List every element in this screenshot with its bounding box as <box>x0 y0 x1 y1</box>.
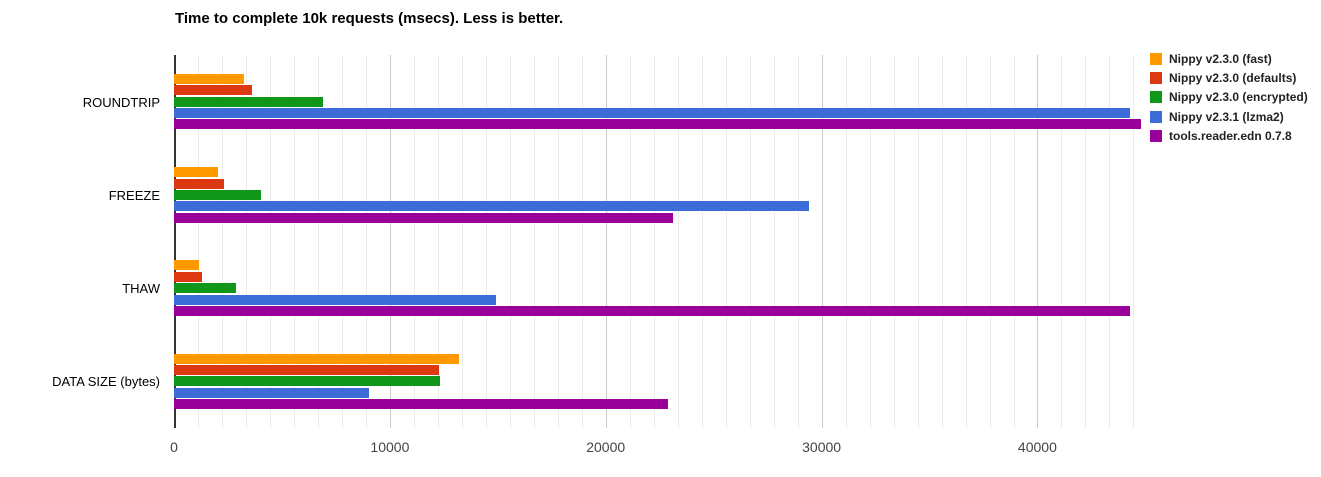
minor-gridline <box>869 55 871 428</box>
x-tick-label: 40000 <box>1017 439 1057 455</box>
minor-gridline <box>485 55 487 428</box>
minor-gridline <box>797 55 799 428</box>
bar <box>174 96 323 107</box>
y-axis-line <box>174 55 176 428</box>
category-label: THAW <box>122 281 160 297</box>
category-label: DATA SIZE (bytes) <box>52 374 160 390</box>
bar <box>174 73 245 84</box>
minor-gridline <box>341 55 343 428</box>
bar <box>174 85 252 96</box>
minor-gridline <box>1061 55 1063 428</box>
minor-gridline <box>677 55 679 428</box>
minor-gridline <box>989 55 991 428</box>
minor-gridline <box>653 55 655 428</box>
category-label: FREEZE <box>108 187 160 203</box>
minor-gridline <box>1109 55 1111 428</box>
legend-swatch <box>1150 129 1162 142</box>
legend-swatch <box>1150 53 1162 65</box>
legend-label: Nippy v2.3.0 (defaults) <box>1169 71 1297 86</box>
major-gridline <box>821 55 823 428</box>
bar <box>174 178 225 189</box>
bar <box>174 387 369 398</box>
minor-gridline <box>293 55 295 428</box>
minor-gridline <box>941 55 943 428</box>
major-gridline <box>1037 55 1039 428</box>
bar <box>174 283 236 294</box>
bar <box>174 399 668 410</box>
bar <box>174 376 441 387</box>
bar <box>174 108 1131 118</box>
legend-label: Nippy v2.3.1 (lzma2) <box>1169 109 1284 124</box>
minor-gridline <box>557 55 559 428</box>
minor-gridline <box>845 55 847 428</box>
legend-label: Nippy v2.3.0 (encrypted) <box>1169 90 1308 105</box>
minor-gridline <box>198 55 199 428</box>
bar <box>174 201 809 212</box>
minor-gridline <box>269 55 271 428</box>
minor-gridline <box>725 55 727 428</box>
bar <box>174 119 1141 130</box>
legend-swatch <box>1150 72 1162 85</box>
minor-gridline <box>773 55 775 428</box>
minor-gridline <box>222 55 223 428</box>
minor-gridline <box>461 55 463 428</box>
x-tick-label: 10000 <box>370 439 410 455</box>
plot-area <box>174 55 1154 428</box>
bar <box>174 212 673 223</box>
bar <box>174 365 439 375</box>
legend-label: Nippy v2.3.0 (fast) <box>1169 52 1272 66</box>
minor-gridline <box>701 55 703 428</box>
major-gridline <box>389 55 391 428</box>
minor-gridline <box>581 55 583 428</box>
x-tick-label: 0 <box>170 439 178 455</box>
minor-gridline <box>413 55 415 428</box>
minor-gridline <box>1085 55 1087 428</box>
legend-swatch <box>1150 110 1162 123</box>
bar <box>174 167 219 178</box>
major-gridline <box>605 55 607 428</box>
minor-gridline <box>509 55 511 428</box>
bar <box>174 305 1131 316</box>
bar <box>174 271 203 282</box>
minor-gridline <box>917 55 919 428</box>
minor-gridline <box>893 55 895 428</box>
minor-gridline <box>437 55 439 428</box>
bar <box>174 353 459 364</box>
x-tick-label: 30000 <box>802 439 842 455</box>
bar <box>174 294 496 305</box>
minor-gridline <box>749 55 751 428</box>
minor-gridline <box>965 55 967 428</box>
legend-swatch <box>1150 91 1162 104</box>
minor-gridline <box>1133 55 1135 428</box>
minor-gridline <box>317 55 319 428</box>
minor-gridline <box>365 55 367 428</box>
chart-title: Time to complete 10k requests (msecs). L… <box>175 10 564 27</box>
minor-gridline <box>533 55 535 428</box>
x-tick-label: 20000 <box>586 439 626 455</box>
minor-gridline <box>246 55 247 428</box>
minor-gridline <box>1013 55 1015 428</box>
bar <box>174 260 199 271</box>
category-label: ROUNDTRIP <box>82 94 160 110</box>
bar <box>174 189 261 200</box>
minor-gridline <box>629 55 631 428</box>
legend-label: tools.reader.edn 0.7.8 <box>1169 128 1292 143</box>
